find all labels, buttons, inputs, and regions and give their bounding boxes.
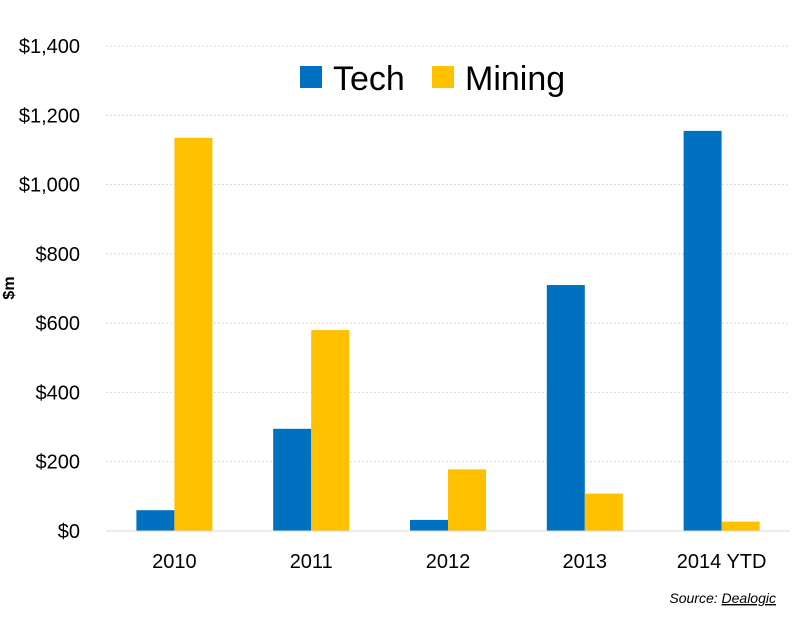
x-tick-label: 2010 xyxy=(152,551,197,573)
source-name: Dealogic xyxy=(722,590,776,606)
bars xyxy=(136,130,760,531)
source-note: Source: Dealogic xyxy=(669,590,776,606)
y-tick-label: $800 xyxy=(36,244,81,266)
y-tick-label: $200 xyxy=(36,452,81,474)
x-tick-label: 2014 YTD xyxy=(677,551,767,573)
y-tick-label: $1,000 xyxy=(19,175,80,197)
legend-label-mining: Mining xyxy=(465,60,565,98)
bar-mining-2010 xyxy=(174,137,213,531)
y-axis-tick-labels: $0 $200 $400 $600 $800 $1,000 $1,200 $1,400 xyxy=(19,36,80,543)
legend-label-tech: Tech xyxy=(333,60,405,98)
x-tick-label: 2013 xyxy=(563,551,608,573)
bar-mining-2014-ytd xyxy=(721,521,760,531)
bar-mining-2012 xyxy=(448,469,486,531)
grid-lines xyxy=(106,45,790,463)
source-prefix: Source: xyxy=(669,590,721,606)
bar-tech-2011 xyxy=(273,428,312,531)
bar-mining-2011 xyxy=(311,330,350,531)
y-tick-label: $400 xyxy=(36,382,81,404)
y-tick-label: $1,200 xyxy=(19,105,80,127)
legend-swatch-mining xyxy=(432,66,454,88)
y-tick-label: $0 xyxy=(58,521,80,543)
y-tick-label: $1,400 xyxy=(19,36,80,58)
legend: Tech Mining xyxy=(300,60,565,98)
bar-mining-2013 xyxy=(584,493,623,531)
bar-tech-2010 xyxy=(136,510,175,531)
y-axis-label: $m xyxy=(1,276,18,299)
legend-swatch-tech xyxy=(300,66,322,88)
x-axis-tick-labels: 2010 2011 2012 2013 2014 YTD xyxy=(152,551,766,573)
x-tick-label: 2012 xyxy=(426,551,471,573)
bar-tech-2014-ytd xyxy=(683,130,722,531)
y-tick-label: $600 xyxy=(36,313,81,335)
x-tick-label: 2011 xyxy=(290,551,333,573)
bar-tech-2012 xyxy=(410,519,448,531)
bar-tech-2013 xyxy=(546,285,585,531)
